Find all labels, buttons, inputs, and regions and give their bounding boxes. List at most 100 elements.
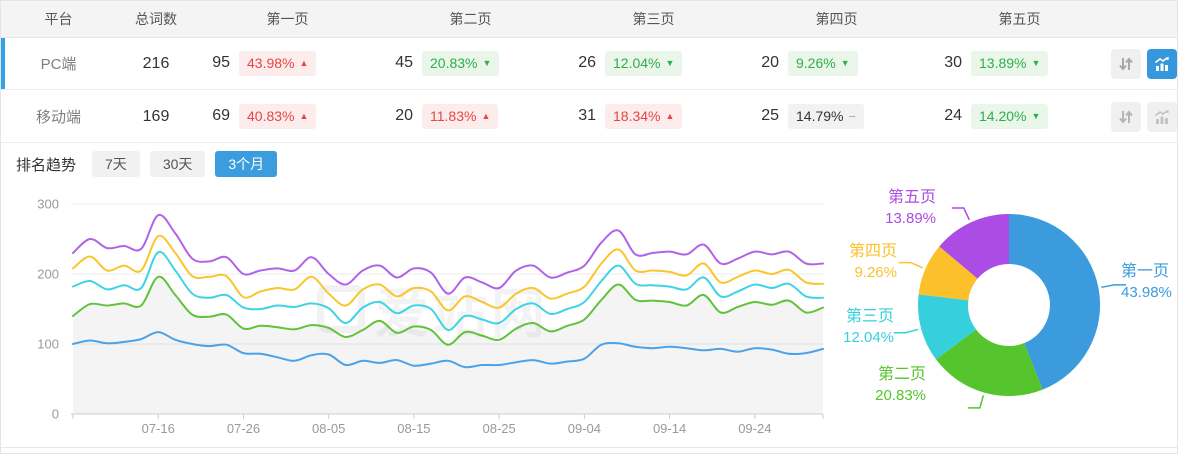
x-axis-label: 08-25 — [483, 421, 516, 436]
trend-line-green — [72, 275, 824, 346]
trend-badge: 18.34% ▲ — [605, 104, 683, 129]
down-arrow-icon: ▼ — [1031, 111, 1041, 122]
x-axis-label: 08-05 — [312, 421, 345, 436]
bottom-divider — [1, 447, 1177, 448]
col-header-page3: 第三页 — [632, 11, 675, 27]
trend-badge: 14.79% − — [788, 104, 865, 129]
sort-button[interactable] — [1111, 101, 1141, 132]
x-axis-label: 09-24 — [738, 421, 771, 436]
up-down-arrows-icon — [1119, 109, 1133, 124]
down-arrow-icon: ▼ — [482, 58, 492, 69]
down-arrow-icon: ▼ — [1031, 58, 1041, 69]
table-row-mobile[interactable]: 移动端 169 69 40.83% ▲ 20 11.83% ▲ 31 18.34% ▲… — [1, 91, 1177, 143]
trend-badge: 11.83% ▲ — [422, 104, 499, 129]
donut-slice-第二页[interactable] — [936, 329, 1043, 397]
line-chart: 0 100 200 300 07-16 07-26 08-05 08-15 08-25 09-04… — [37, 197, 824, 436]
pie-leader-line — [967, 395, 985, 409]
up-down-arrows-icon — [1119, 56, 1133, 71]
donut-slice-第三页[interactable] — [917, 294, 977, 360]
pie-label-page2: 第二页 20.83% — [875, 366, 926, 404]
page5-cell: 24 14.20% ▼ — [928, 104, 1111, 129]
page-count: 30 — [944, 54, 962, 72]
col-header-page2: 第二页 — [449, 11, 492, 27]
platform-label: 移动端 — [35, 109, 81, 126]
page-count: 20 — [395, 107, 413, 125]
tab-3months[interactable]: 3个月 — [215, 151, 278, 177]
page4-cell: 20 9.26% ▼ — [745, 51, 928, 76]
total-words-value: 216 — [142, 54, 170, 72]
pie-label-page1: 第一页 43.98% — [1121, 263, 1172, 301]
page-count: 24 — [944, 107, 962, 125]
x-axis-label: 07-26 — [227, 421, 260, 436]
chart-toggle-button[interactable] — [1147, 48, 1177, 79]
page3-cell: 31 18.34% ▲ — [562, 104, 745, 129]
trend-line-blue — [72, 331, 824, 369]
page3-cell: 26 12.04% ▼ — [562, 51, 745, 76]
trend-line-purple — [72, 213, 824, 295]
down-arrow-icon: ▼ — [665, 58, 675, 69]
bar-chart-trend-icon — [1155, 109, 1169, 124]
y-axis-label: 300 — [37, 197, 59, 212]
trend-badge: 40.83% ▲ — [239, 104, 317, 129]
donut-slice-第一页[interactable] — [1009, 213, 1101, 390]
x-axis-label: 09-14 — [653, 421, 686, 436]
x-axis-label: 09-04 — [568, 421, 601, 436]
trend-section-title: 排名趋势 — [16, 156, 77, 174]
up-arrow-icon: ▲ — [665, 111, 675, 122]
page-count: 95 — [212, 54, 230, 72]
pie-label-page5: 第五页 13.89% — [885, 189, 936, 227]
x-axis-label: 07-16 — [142, 421, 175, 436]
table-row-pc[interactable]: PC端 216 95 43.98% ▲ 45 20.83% ▼ 26 12.04% ▼… — [1, 38, 1177, 90]
page5-cell: 30 13.89% ▼ — [928, 51, 1111, 76]
page-count: 31 — [578, 107, 596, 125]
table-header: 平台 总词数 第一页 第二页 第三页 第四页 第五页 — [1, 1, 1177, 38]
chart-toggle-button[interactable] — [1147, 101, 1177, 132]
donut-slice-第四页[interactable] — [918, 246, 978, 301]
page2-cell: 45 20.83% ▼ — [379, 51, 562, 76]
up-arrow-icon: ▲ — [299, 111, 309, 122]
page-count: 20 — [761, 54, 779, 72]
col-header-page4: 第四页 — [815, 11, 858, 27]
page-count: 26 — [578, 54, 596, 72]
page4-cell: 25 14.79% − — [745, 104, 928, 129]
donut-slice-第五页[interactable] — [939, 214, 1009, 279]
trend-badge: 12.04% ▼ — [605, 51, 683, 76]
tab-7days[interactable]: 7天 — [92, 151, 140, 177]
bar-chart-trend-icon — [1155, 56, 1169, 71]
trend-badge: 14.20% ▼ — [971, 104, 1049, 129]
trend-badge: 43.98% ▲ — [239, 51, 317, 76]
pie-leader-line — [893, 328, 919, 334]
x-axis-label: 08-15 — [397, 421, 430, 436]
trend-badge: 9.26% ▼ — [788, 51, 858, 76]
platform-label: PC端 — [40, 56, 77, 73]
pie-label-page4: 第四页 9.26% — [848, 243, 897, 281]
flat-dash-icon: − — [848, 108, 857, 124]
trend-line-cyan — [72, 250, 824, 331]
pie-leader-line — [898, 261, 923, 269]
trend-section-header: 排名趋势 7天 30天 3个月 — [16, 150, 287, 178]
page-count: 25 — [761, 107, 779, 125]
col-header-page5: 第五页 — [998, 11, 1041, 27]
page2-cell: 20 11.83% ▲ — [379, 104, 562, 129]
sort-button[interactable] — [1111, 48, 1141, 79]
page-count: 45 — [395, 54, 413, 72]
donut-chart — [893, 207, 1127, 409]
total-words-value: 169 — [142, 107, 170, 125]
tab-30days[interactable]: 30天 — [149, 151, 206, 177]
y-axis-label: 0 — [52, 407, 59, 422]
y-axis-label: 100 — [37, 337, 59, 352]
col-header-page1: 第一页 — [266, 11, 309, 27]
pie-label-page3: 第三页 12.04% — [843, 308, 894, 346]
up-arrow-icon: ▲ — [481, 111, 491, 122]
pie-leader-line — [1101, 284, 1127, 289]
pie-leader-line — [951, 207, 970, 221]
col-header-total: 总词数 — [135, 11, 177, 27]
page1-cell: 95 43.98% ▲ — [196, 51, 379, 76]
page-count: 69 — [212, 107, 230, 125]
up-arrow-icon: ▲ — [299, 58, 309, 69]
page1-cell: 69 40.83% ▲ — [196, 104, 379, 129]
trend-line-yellow — [72, 234, 824, 312]
y-axis-label: 200 — [37, 267, 59, 282]
col-header-platform: 平台 — [44, 11, 73, 27]
